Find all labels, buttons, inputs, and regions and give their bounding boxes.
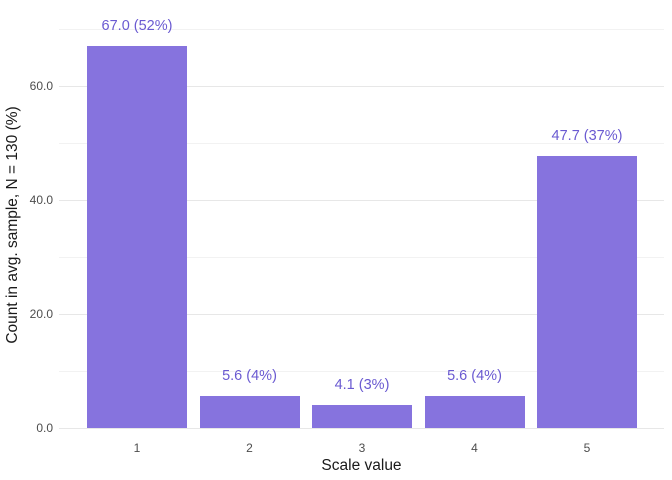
x-tick-label: 3 (358, 441, 366, 455)
bar-value-label: 67.0 (52%) (101, 18, 173, 35)
bar-value-label: 5.6 (4%) (447, 368, 502, 385)
x-tick-label: 4 (471, 441, 478, 455)
y-tick-label: 60.0 (29, 79, 53, 93)
x-tick-label: 2 (246, 441, 253, 455)
bar (537, 156, 637, 428)
bar (199, 396, 300, 428)
bar-value-label: 5.6 (4%) (222, 368, 277, 385)
major-gridline (59, 428, 664, 429)
bar-value-label: 47.7 (37%) (551, 128, 623, 145)
x-tick-label: 5 (583, 441, 591, 455)
bar (87, 46, 187, 428)
bar (312, 404, 412, 428)
y-tick-label: 40.0 (29, 193, 53, 207)
x-tick-label: 1 (133, 441, 141, 455)
bar (424, 396, 525, 428)
x-axis-title: Scale value (321, 457, 402, 474)
y-tick-label: 0.0 (36, 421, 53, 435)
y-tick-label: 20.0 (29, 307, 53, 321)
bar-value-label: 4.1 (3%) (334, 376, 390, 393)
